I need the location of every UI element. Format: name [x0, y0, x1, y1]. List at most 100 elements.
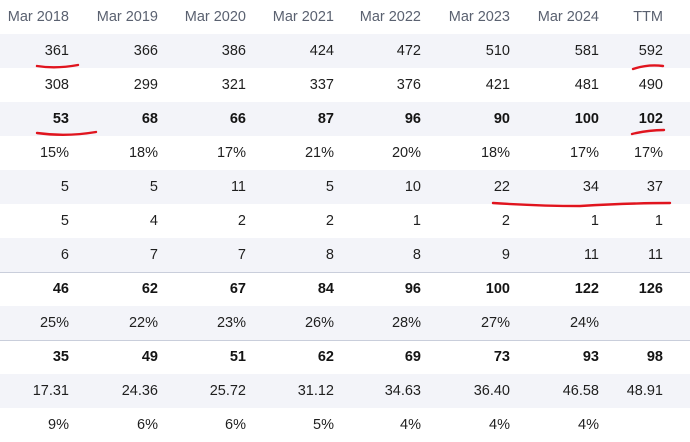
table-cell: 4% — [489, 417, 510, 433]
table-cell: 18% — [128, 145, 158, 161]
table-cell: 35 — [52, 349, 69, 365]
table-cell: 8 — [325, 247, 334, 263]
table-cell: 26% — [304, 315, 334, 331]
table-cell: 361 — [44, 43, 69, 59]
table-cell: 5 — [149, 179, 158, 195]
table-cell: 2 — [237, 213, 246, 229]
table-cell: 1 — [590, 213, 599, 229]
table-row: 53 68 66 87 96 90 100 102 — [0, 102, 690, 136]
table-row: 17.31 24.36 25.72 31.12 34.63 36.40 46.58 48.91 — [0, 374, 690, 408]
table-cell: 17% — [569, 145, 599, 161]
table-cell: 31.12 — [297, 383, 334, 399]
table-cell: 46 — [52, 281, 69, 297]
table-cell: 22 — [493, 179, 510, 195]
table-row: 308 299 321 337 376 421 481 490 — [0, 68, 690, 102]
table-cell: 17% — [216, 145, 246, 161]
table-cell: 67 — [229, 281, 246, 297]
table-cell: 37 — [646, 179, 663, 195]
table-cell: 11 — [230, 179, 246, 195]
column-header[interactable]: Mar 2020 — [184, 9, 246, 25]
table-cell: 20% — [391, 145, 421, 161]
table-cell: 17.31 — [32, 383, 69, 399]
table-cell: 34.63 — [384, 383, 421, 399]
table-cell: 66 — [229, 111, 246, 127]
table-cell: 510 — [485, 43, 510, 59]
table-cell: 96 — [404, 111, 421, 127]
table-row: 5 5 11 5 10 22 34 37 — [0, 170, 690, 204]
table-cell: 96 — [404, 281, 421, 297]
table-cell: 6 — [60, 247, 69, 263]
table-row: 5 4 2 2 1 2 1 1 — [0, 204, 690, 238]
table-row: 25% 22% 23% 26% 28% 27% 24% — [0, 306, 690, 340]
table-row: 361 366 386 424 472 510 581 592 — [0, 34, 690, 68]
table-cell: 46.58 — [562, 383, 599, 399]
table-cell: 421 — [485, 77, 510, 93]
table-cell: 15% — [39, 145, 69, 161]
table-header-row: Mar 2018 Mar 2019 Mar 2020 Mar 2021 Mar 2022… — [0, 0, 690, 34]
table-cell: 34 — [582, 179, 599, 195]
table-cell: 5 — [60, 179, 69, 195]
table-cell: 84 — [317, 281, 334, 297]
table-cell: 337 — [309, 77, 334, 93]
column-header[interactable]: Mar 2018 — [7, 9, 69, 25]
table-cell: 25.72 — [209, 383, 246, 399]
table-cell: 90 — [493, 111, 510, 127]
table-cell: 592 — [638, 43, 663, 59]
table-cell: 68 — [141, 111, 158, 127]
table-cell: 8 — [412, 247, 421, 263]
table-cell: 36.40 — [473, 383, 510, 399]
column-header[interactable]: Mar 2022 — [359, 9, 421, 25]
table-cell: 424 — [309, 43, 334, 59]
table-cell: 62 — [317, 349, 334, 365]
table-row: 9% 6% 6% 5% 4% 4% 4% — [0, 408, 690, 442]
table-cell: 24.36 — [121, 383, 158, 399]
table-row: 46 62 67 84 96 100 122 126 — [0, 272, 690, 306]
table-cell: 7 — [237, 247, 246, 263]
table-cell: 11 — [583, 247, 599, 263]
table-cell: 9 — [501, 247, 510, 263]
column-header[interactable]: TTM — [633, 9, 663, 25]
table-cell: 11 — [647, 247, 663, 263]
table-cell: 2 — [501, 213, 510, 229]
table-row: 15% 18% 17% 21% 20% 18% 17% 17% — [0, 136, 690, 170]
table-cell: 100 — [574, 111, 599, 127]
column-header[interactable]: Mar 2021 — [272, 9, 334, 25]
table-row: 6 7 7 8 8 9 11 11 — [0, 238, 690, 272]
section-divider — [0, 340, 690, 341]
table-cell: 87 — [317, 111, 334, 127]
table-cell: 481 — [574, 77, 599, 93]
table-cell: 18% — [480, 145, 510, 161]
table-cell: 9% — [48, 417, 69, 433]
table-cell: 490 — [638, 77, 663, 93]
column-header[interactable]: Mar 2024 — [537, 9, 599, 25]
table-cell: 7 — [149, 247, 158, 263]
table-cell: 69 — [404, 349, 421, 365]
table-cell: 376 — [396, 77, 421, 93]
section-divider — [0, 272, 690, 273]
table-cell: 5 — [60, 213, 69, 229]
table-cell: 53 — [52, 111, 69, 127]
table-cell: 10 — [404, 179, 421, 195]
table-cell: 25% — [39, 315, 69, 331]
table-cell: 6% — [137, 417, 158, 433]
table-cell: 49 — [141, 349, 158, 365]
table-cell: 366 — [133, 43, 158, 59]
table-cell: 4% — [578, 417, 599, 433]
table-row: 35 49 51 62 69 73 93 98 — [0, 340, 690, 374]
table-cell: 581 — [574, 43, 599, 59]
table-cell: 21% — [304, 145, 334, 161]
table-cell: 93 — [582, 349, 599, 365]
table-cell: 17% — [633, 145, 663, 161]
table-cell: 100 — [485, 281, 510, 297]
table-cell: 386 — [221, 43, 246, 59]
table-cell: 73 — [493, 349, 510, 365]
table-cell: 98 — [646, 349, 663, 365]
table-cell: 28% — [391, 315, 421, 331]
column-header[interactable]: Mar 2023 — [448, 9, 510, 25]
table-cell: 299 — [133, 77, 158, 93]
table-cell: 22% — [128, 315, 158, 331]
table-cell: 1 — [654, 213, 663, 229]
column-header[interactable]: Mar 2019 — [96, 9, 158, 25]
table-cell: 4 — [149, 213, 158, 229]
table-cell: 308 — [44, 77, 69, 93]
